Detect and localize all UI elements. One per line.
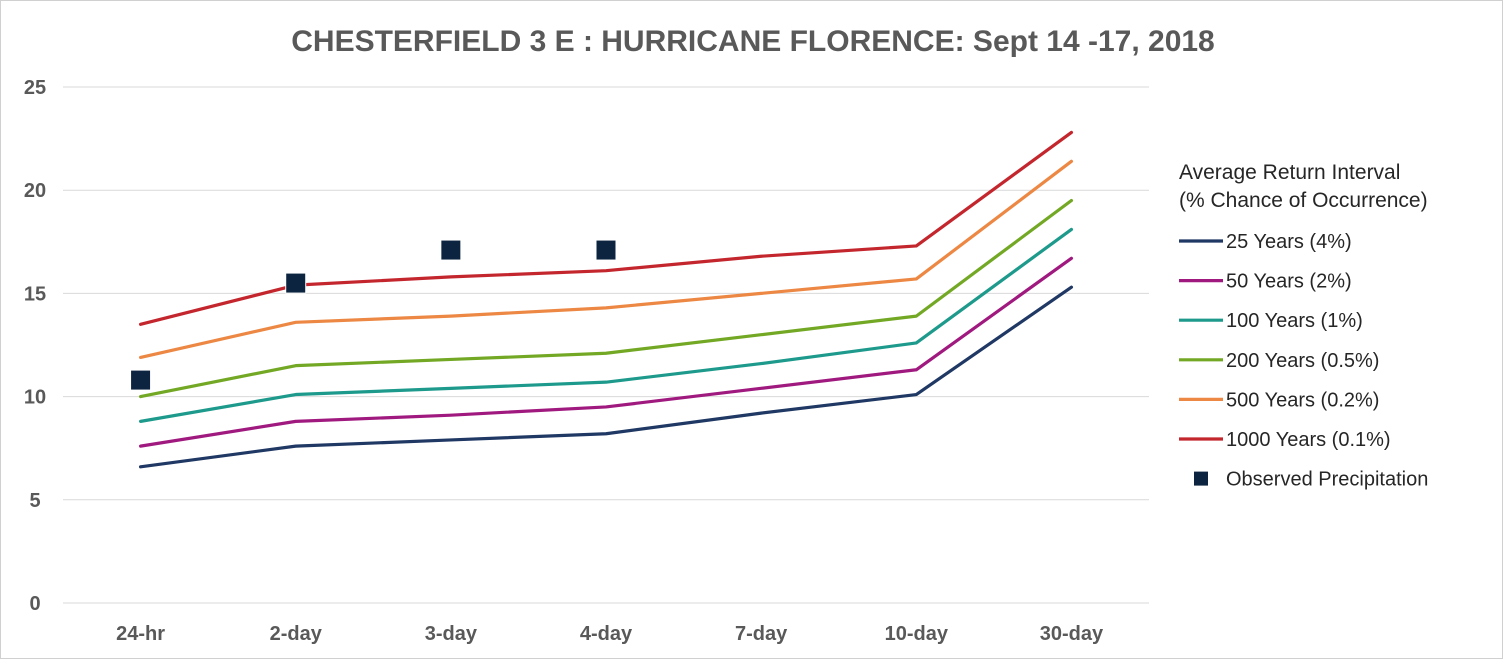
y-tick-label: 20 <box>24 180 46 202</box>
y-axis-ticks: 0 5 10 15 20 25 <box>24 77 46 615</box>
legend-label-5: 1000 Years (0.1%) <box>1226 429 1391 451</box>
x-axis-ticks: 24-hr 2-day 3-day 4-day 7-day 10-day 30-day <box>116 623 1104 645</box>
legend-label-3: 200 Years (0.5%) <box>1226 350 1379 372</box>
x-tick-label: 4-day <box>580 623 633 645</box>
y-tick-label: 0 <box>29 593 40 615</box>
chart-title: CHESTERFIELD 3 E : HURRICANE FLORENCE: S… <box>291 25 1215 58</box>
y-tick-label: 25 <box>24 77 46 99</box>
series-lines <box>138 130 1074 469</box>
legend-label-observed: Observed Precipitation <box>1226 469 1428 491</box>
x-tick-label: 7-day <box>735 623 788 645</box>
series-line-1 <box>138 256 1074 448</box>
gridlines <box>63 86 1149 604</box>
observed-point <box>440 239 462 261</box>
y-tick-label: 10 <box>24 387 46 409</box>
series-line-2 <box>138 227 1074 423</box>
observed-points <box>130 239 617 391</box>
series-line-0 <box>138 285 1074 469</box>
legend-label-0: 25 Years (4%) <box>1226 231 1352 253</box>
legend-title-line-1: Average Return Interval <box>1179 161 1400 184</box>
legend-title-line-2: (% Chance of Occurrence) <box>1179 189 1428 212</box>
legend-label-1: 50 Years (2%) <box>1226 271 1352 293</box>
legend-label-4: 500 Years (0.2%) <box>1226 389 1379 411</box>
legend-label-2: 100 Years (1%) <box>1226 310 1363 332</box>
legend: Average Return Interval (% Chance of Occ… <box>1179 161 1428 491</box>
x-tick-label: 2-day <box>270 623 323 645</box>
series-line-4 <box>138 159 1074 359</box>
series-line-3 <box>138 198 1074 399</box>
x-tick-label: 3-day <box>425 623 478 645</box>
x-tick-label: 24-hr <box>116 623 165 645</box>
y-tick-label: 15 <box>24 283 46 305</box>
legend-swatch-observed <box>1194 471 1208 486</box>
observed-point <box>595 239 617 261</box>
observed-point <box>130 369 152 391</box>
observed-point <box>285 272 307 294</box>
x-tick-label: 30-day <box>1040 623 1104 645</box>
series-line-5 <box>138 130 1074 326</box>
y-tick-label: 5 <box>29 490 40 512</box>
x-tick-label: 10-day <box>885 623 949 645</box>
